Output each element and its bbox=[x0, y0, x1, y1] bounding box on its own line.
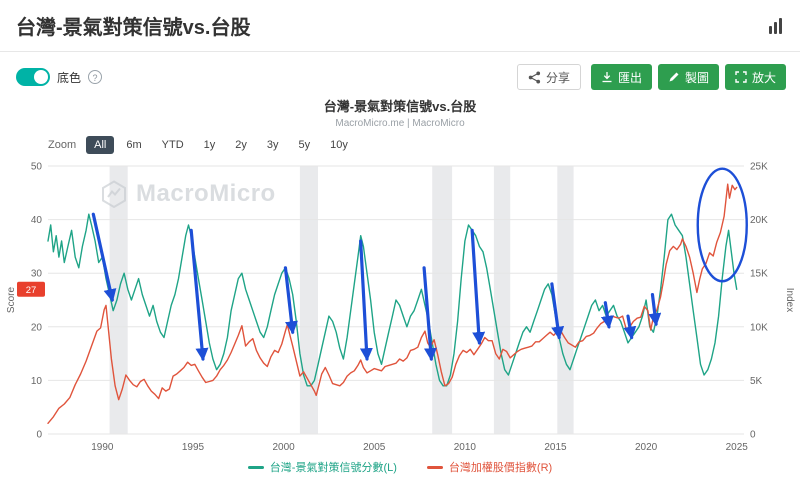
x-axis-tick: 2025 bbox=[726, 442, 749, 451]
zoom-button-1y[interactable]: 1y bbox=[196, 136, 224, 154]
share-icon bbox=[528, 71, 541, 83]
share-button[interactable]: 分享 bbox=[516, 64, 581, 90]
annotation-arrow bbox=[91, 212, 117, 303]
make-chart-button-label: 製圖 bbox=[684, 70, 709, 85]
right-axis-tick: 15K bbox=[750, 269, 768, 280]
annotation-arrow bbox=[422, 266, 437, 362]
export-button[interactable]: 匯出 bbox=[590, 64, 652, 90]
latest-value-badge bbox=[17, 281, 45, 297]
right-axis-title: Index bbox=[784, 288, 795, 312]
chart-subtitle: MacroMicro.me | MacroMicro bbox=[335, 118, 465, 129]
recession-band bbox=[493, 166, 511, 434]
x-axis-tick: 2010 bbox=[454, 442, 477, 451]
toggle-knob bbox=[34, 70, 48, 84]
zoom-button-ytd[interactable]: YTD bbox=[154, 136, 192, 154]
zoom-label: Zoom bbox=[48, 139, 77, 151]
chart-title: 台灣-景氣對策信號vs.台股 bbox=[323, 99, 477, 114]
export-button-label: 匯出 bbox=[617, 70, 642, 85]
left-axis-tick: 10 bbox=[31, 376, 43, 387]
zoom-button-10y[interactable]: 10y bbox=[322, 136, 356, 154]
annotation-arrow bbox=[470, 228, 486, 346]
zoom-buttons: All 6m YTD 1y 2y 3y 5y 10y bbox=[86, 136, 356, 154]
annotation-arrow bbox=[648, 293, 662, 327]
legend-swatch bbox=[426, 465, 443, 469]
zoom-button-all[interactable]: All bbox=[86, 136, 115, 154]
annotations: 27 bbox=[17, 167, 748, 362]
annotation-arrow bbox=[283, 266, 298, 335]
x-axis-tick: 1995 bbox=[182, 442, 205, 451]
left-axis-tick: 30 bbox=[31, 269, 43, 280]
legend-label: 台灣加權股價指數(R) bbox=[448, 462, 553, 474]
left-axis-tick: 50 bbox=[31, 162, 43, 173]
zoom-button-5y[interactable]: 5y bbox=[291, 136, 319, 154]
zoom-button-6m[interactable]: 6m bbox=[118, 136, 149, 154]
right-axis-tick: 10K bbox=[750, 322, 768, 333]
expand-icon bbox=[735, 71, 747, 83]
axis-labels: 0 10 20 30 40 50 0 5K 10K 15K 20K 25K 1990 1995 2000 20… bbox=[6, 162, 795, 452]
annotation-arrow bbox=[359, 239, 373, 362]
annotation-ellipse bbox=[696, 167, 748, 283]
background-color-toggle[interactable] bbox=[16, 68, 50, 86]
left-axis-tick: 20 bbox=[31, 322, 43, 333]
right-axis-tick: 5K bbox=[750, 376, 763, 387]
export-icon bbox=[602, 72, 612, 83]
legend-label: 台灣-景氣對策信號分數(L) bbox=[269, 462, 397, 474]
series-line-0 bbox=[47, 213, 738, 387]
x-axis-tick: 2020 bbox=[635, 442, 658, 451]
x-axis-tick: 2015 bbox=[544, 442, 567, 451]
enlarge-button-label: 放大 bbox=[751, 70, 776, 85]
series-line-1 bbox=[47, 183, 738, 424]
pencil-icon bbox=[669, 72, 679, 82]
left-axis-title: Score bbox=[6, 287, 17, 314]
x-axis-tick: 1990 bbox=[91, 442, 114, 451]
legend-item-1[interactable]: 台灣加權股價指數(R) bbox=[426, 459, 553, 475]
zoom-button-2y[interactable]: 2y bbox=[227, 136, 255, 154]
recession-band bbox=[109, 166, 128, 434]
help-icon[interactable]: ? bbox=[88, 70, 103, 84]
zoom-row: Zoom All 6m YTD 1y 2y 3y 5y 10y bbox=[0, 129, 800, 154]
recession-band bbox=[557, 166, 574, 434]
right-axis-tick: 25K bbox=[750, 162, 768, 173]
chart-area: 0 10 20 30 40 50 0 5K 10K 15K 20K 25K 1990 1995 2000 20… bbox=[0, 156, 800, 452]
annotation-arrow bbox=[600, 301, 614, 329]
page-title: 台灣-景氣對策信號vs.台股 bbox=[16, 17, 251, 39]
chart-canvas[interactable]: 0 10 20 30 40 50 0 5K 10K 15K 20K 25K 1990 1995 2000 20… bbox=[0, 156, 800, 452]
chart-legend: 台灣-景氣對策信號分數(L) 台灣加權股價指數(R) bbox=[0, 451, 800, 475]
controls-row: 底色 ? 分享 匯出 製圖 bbox=[0, 52, 800, 92]
page-header: 台灣-景氣對策信號vs.台股 bbox=[0, 0, 800, 52]
annotation-arrow bbox=[189, 228, 209, 362]
left-axis-tick: 0 bbox=[36, 430, 42, 441]
background-toggle-label: 底色 bbox=[57, 70, 82, 85]
annotation-arrow bbox=[623, 314, 637, 340]
legend-item-0[interactable]: 台灣-景氣對策信號分數(L) bbox=[247, 459, 397, 475]
right-axis-tick: 0 bbox=[750, 430, 756, 441]
share-button-label: 分享 bbox=[545, 70, 570, 85]
right-axis-tick: 20K bbox=[750, 215, 768, 226]
annotation-arrow bbox=[550, 282, 565, 340]
left-axis-tick: 40 bbox=[31, 215, 43, 226]
chart-context-menu-icon[interactable] bbox=[767, 16, 784, 36]
series-lines bbox=[47, 183, 738, 424]
recession-bands bbox=[109, 166, 574, 434]
zoom-button-3y[interactable]: 3y bbox=[259, 136, 287, 154]
make-chart-button[interactable]: 製圖 bbox=[657, 64, 719, 90]
legend-swatch bbox=[247, 465, 264, 469]
x-axis-tick: 2005 bbox=[363, 442, 386, 451]
latest-value-badge-text: 27 bbox=[26, 285, 37, 296]
x-axis-tick: 2000 bbox=[273, 442, 296, 451]
enlarge-button[interactable]: 放大 bbox=[724, 64, 786, 90]
recession-band bbox=[299, 166, 318, 434]
recession-band bbox=[432, 166, 453, 434]
